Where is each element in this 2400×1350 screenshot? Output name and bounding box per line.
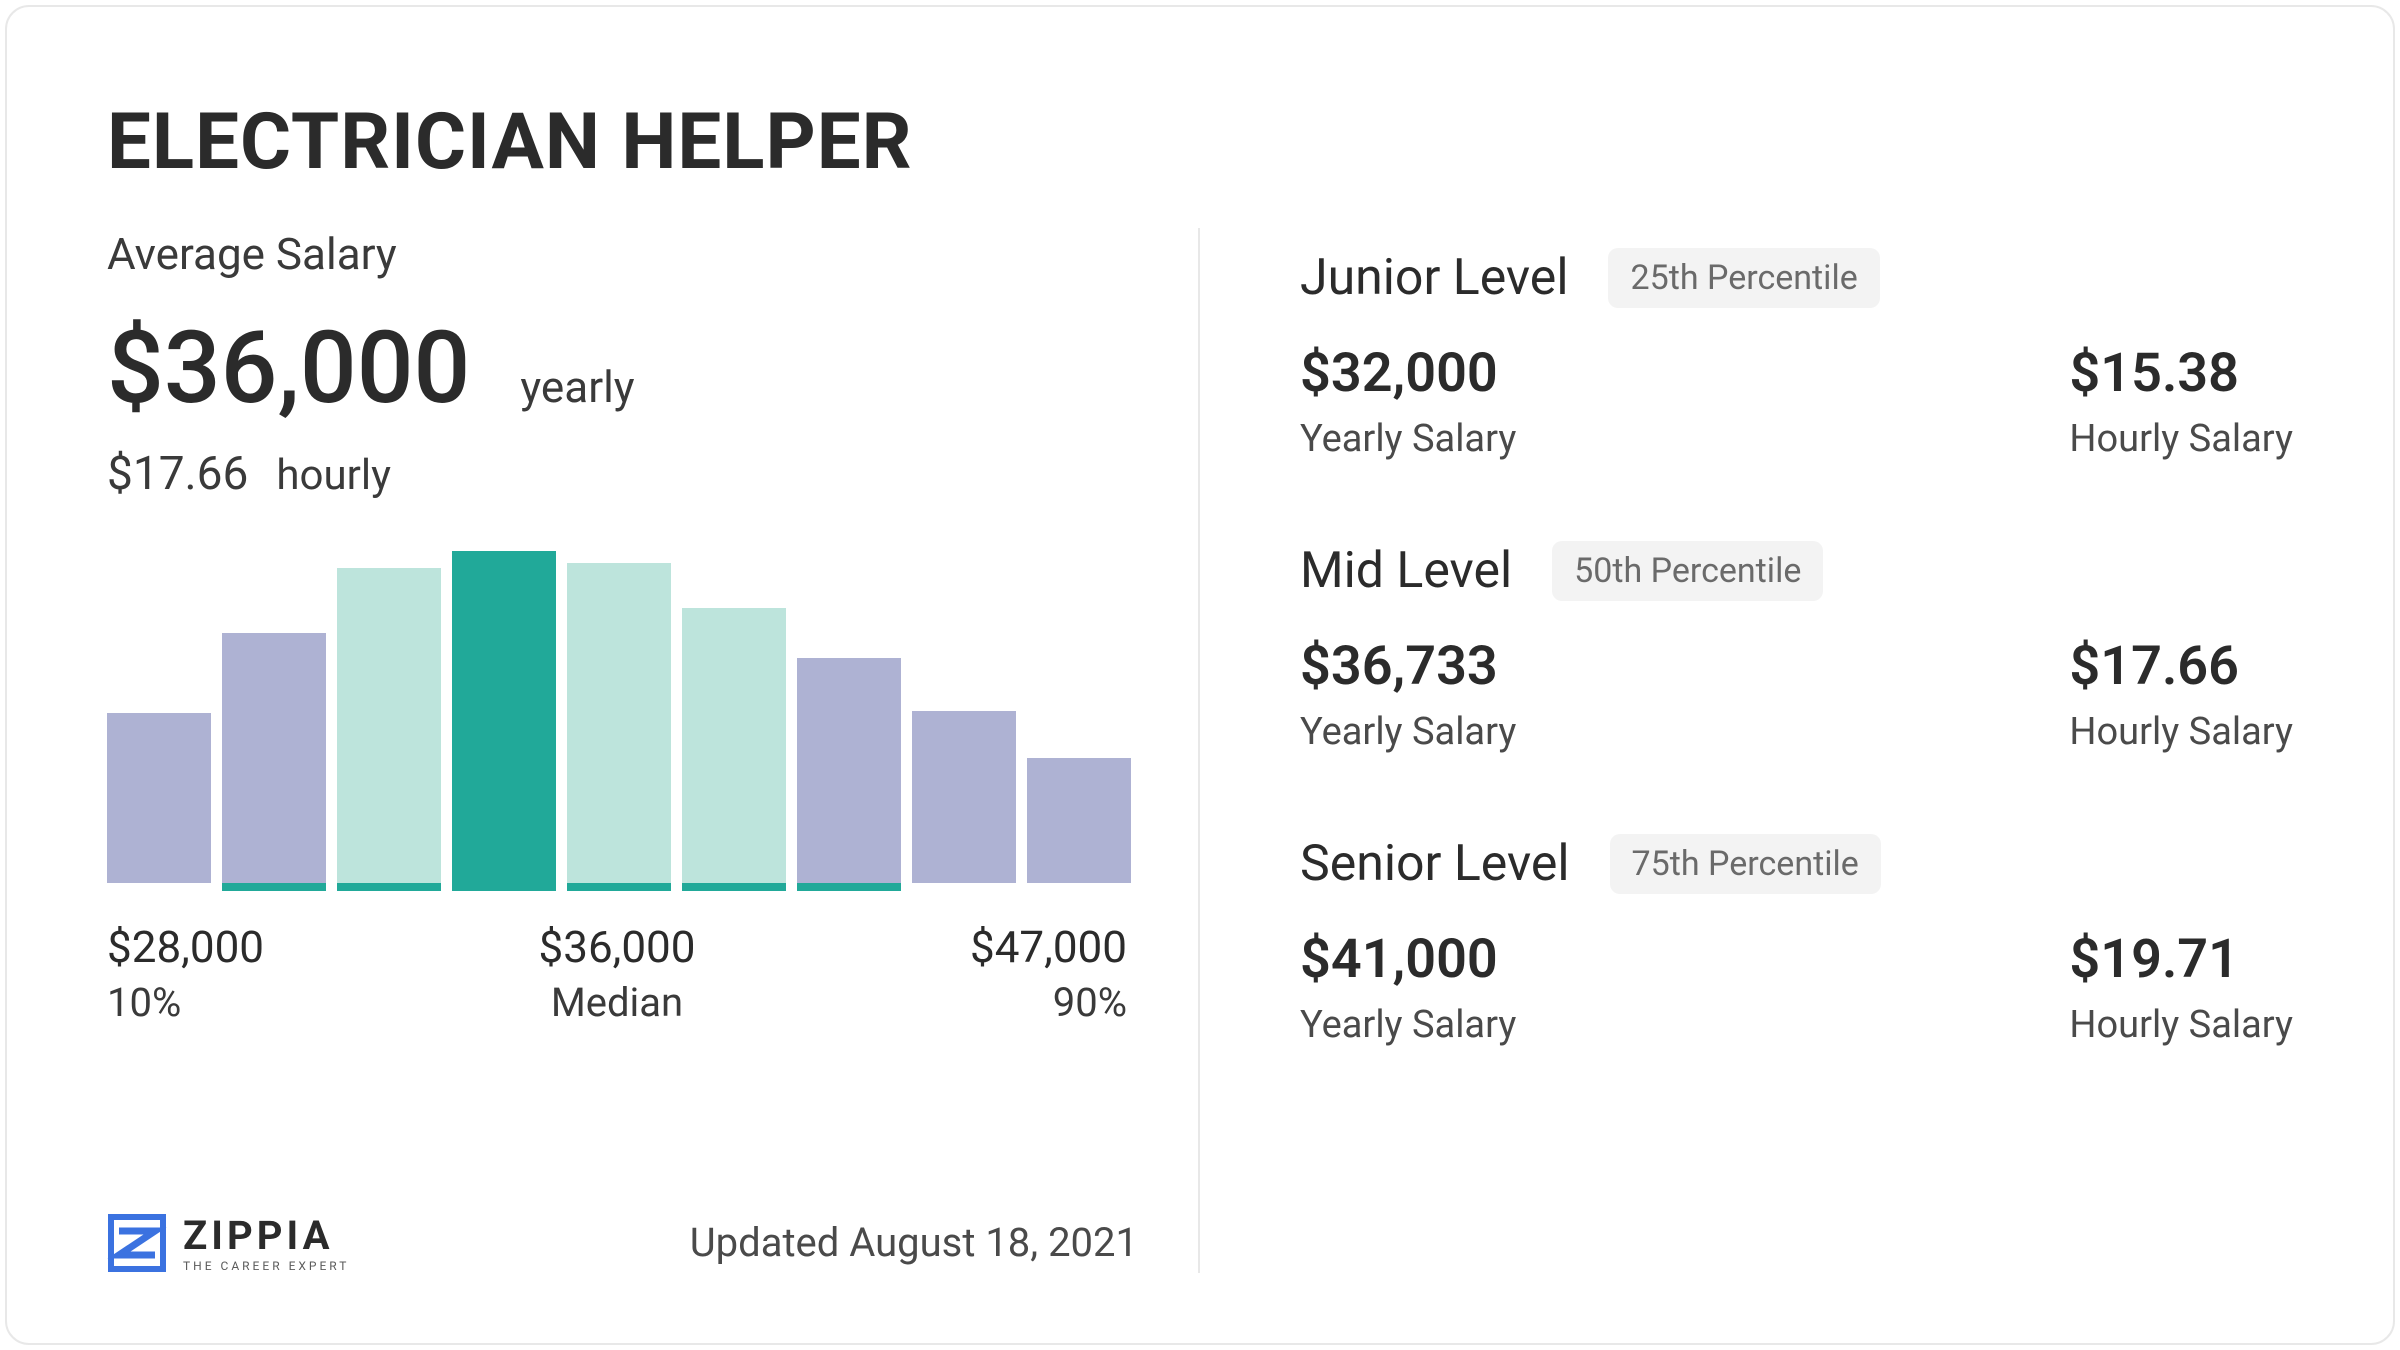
level-name: Mid Level xyxy=(1300,542,1512,600)
right-panel: Junior Level 25th Percentile $32,000 Yea… xyxy=(1200,228,2293,1273)
average-salary-label: Average Salary xyxy=(107,228,1138,280)
bar-fill xyxy=(107,713,211,883)
percentile-badge: 50th Percentile xyxy=(1552,541,1823,601)
chart-bars xyxy=(107,551,1138,891)
axis-mid: $36,000 Median xyxy=(538,921,695,1026)
bar-fill xyxy=(797,658,901,883)
bar-underline xyxy=(912,883,1016,891)
level-hourly-col: $15.38 Hourly Salary xyxy=(2069,342,2293,461)
yearly-label: yearly xyxy=(520,361,634,413)
level-hourly-label: Hourly Salary xyxy=(2069,710,2293,754)
hourly-row: $17.66 hourly xyxy=(107,447,1138,501)
hourly-label: hourly xyxy=(276,451,391,500)
bar-underline xyxy=(1027,883,1131,891)
bar-underline xyxy=(452,883,556,891)
axis-mid-value: $36,000 xyxy=(538,921,695,973)
axis-left-value: $28,000 xyxy=(107,921,264,973)
logo-text: ZIPPIA THE CAREER EXPERT xyxy=(183,1212,349,1273)
left-panel: Average Salary $36,000 yearly $17.66 hou… xyxy=(107,228,1200,1273)
chart-bar xyxy=(567,551,671,891)
bar-underline xyxy=(337,883,441,891)
chart-bar xyxy=(912,551,1016,891)
level-yearly-label: Yearly Salary xyxy=(1300,1003,1516,1047)
page-title: ELECTRICIAN HELPER xyxy=(107,97,2293,188)
bar-fill xyxy=(682,608,786,883)
level-yearly-label: Yearly Salary xyxy=(1300,710,1516,754)
level-hourly-label: Hourly Salary xyxy=(2069,417,2293,461)
level-row: $41,000 Yearly Salary $19.71 Hourly Sala… xyxy=(1300,928,2293,1047)
average-yearly-value: $36,000 xyxy=(107,310,470,427)
chart-bar xyxy=(337,551,441,891)
axis-right: $47,000 90% xyxy=(970,921,1127,1026)
left-footer: ZIPPIA THE CAREER EXPERT Updated August … xyxy=(107,1152,1138,1273)
level-header: Junior Level 25th Percentile xyxy=(1300,248,2293,308)
bar-underline xyxy=(567,883,671,891)
logo-tagline: THE CAREER EXPERT xyxy=(183,1259,349,1273)
bar-fill xyxy=(567,563,671,883)
level-yearly-value: $41,000 xyxy=(1300,928,1516,991)
axis-right-value: $47,000 xyxy=(970,921,1127,973)
chart-bar xyxy=(222,551,326,891)
level-yearly-col: $32,000 Yearly Salary xyxy=(1300,342,1516,461)
axis-right-label: 90% xyxy=(1053,979,1127,1026)
level-hourly-col: $19.71 Hourly Salary xyxy=(2069,928,2293,1047)
bar-underline xyxy=(107,883,211,891)
zippia-logo: ZIPPIA THE CAREER EXPERT xyxy=(107,1212,349,1273)
level-yearly-label: Yearly Salary xyxy=(1300,417,1516,461)
axis-mid-label: Median xyxy=(551,979,683,1026)
level-yearly-col: $36,733 Yearly Salary xyxy=(1300,635,1516,754)
level-block: Senior Level 75th Percentile $41,000 Yea… xyxy=(1300,834,2293,1047)
level-name: Senior Level xyxy=(1300,835,1570,893)
bar-fill xyxy=(222,633,326,883)
bar-fill xyxy=(337,568,441,883)
level-hourly-label: Hourly Salary xyxy=(2069,1003,2293,1047)
level-header: Mid Level 50th Percentile xyxy=(1300,541,2293,601)
bar-fill xyxy=(912,711,1016,883)
level-header: Senior Level 75th Percentile xyxy=(1300,834,2293,894)
level-hourly-value: $19.71 xyxy=(2069,928,2293,991)
bar-underline xyxy=(682,883,786,891)
logo-name: ZIPPIA xyxy=(183,1212,349,1259)
level-hourly-col: $17.66 Hourly Salary xyxy=(2069,635,2293,754)
chart-bar xyxy=(107,551,211,891)
axis-left: $28,000 10% xyxy=(107,921,264,1026)
average-hourly-value: $17.66 xyxy=(107,447,248,501)
percentile-badge: 75th Percentile xyxy=(1610,834,1881,894)
level-yearly-value: $32,000 xyxy=(1300,342,1516,405)
bar-fill xyxy=(452,551,556,883)
columns: Average Salary $36,000 yearly $17.66 hou… xyxy=(107,228,2293,1273)
axis-left-label: 10% xyxy=(107,979,264,1026)
salary-distribution-chart: $28,000 10% $36,000 Median $47,000 90% xyxy=(107,551,1138,1026)
chart-bar xyxy=(797,551,901,891)
chart-bar xyxy=(452,551,556,891)
chart-bar xyxy=(1027,551,1131,891)
level-hourly-value: $15.38 xyxy=(2069,342,2293,405)
percentile-badge: 25th Percentile xyxy=(1608,248,1879,308)
bar-fill xyxy=(1027,758,1131,883)
salary-card: ELECTRICIAN HELPER Average Salary $36,00… xyxy=(5,5,2395,1345)
level-row: $36,733 Yearly Salary $17.66 Hourly Sala… xyxy=(1300,635,2293,754)
chart-axis: $28,000 10% $36,000 Median $47,000 90% xyxy=(107,921,1127,1026)
level-yearly-value: $36,733 xyxy=(1300,635,1516,698)
level-yearly-col: $41,000 Yearly Salary xyxy=(1300,928,1516,1047)
level-name: Junior Level xyxy=(1300,249,1568,307)
yearly-row: $36,000 yearly xyxy=(107,310,1138,427)
level-block: Mid Level 50th Percentile $36,733 Yearly… xyxy=(1300,541,2293,754)
bar-underline xyxy=(797,883,901,891)
level-row: $32,000 Yearly Salary $15.38 Hourly Sala… xyxy=(1300,342,2293,461)
chart-bar xyxy=(682,551,786,891)
level-hourly-value: $17.66 xyxy=(2069,635,2293,698)
zippia-logo-icon xyxy=(107,1213,167,1273)
level-block: Junior Level 25th Percentile $32,000 Yea… xyxy=(1300,248,2293,461)
updated-date: Updated August 18, 2021 xyxy=(690,1219,1138,1266)
bar-underline xyxy=(222,883,326,891)
